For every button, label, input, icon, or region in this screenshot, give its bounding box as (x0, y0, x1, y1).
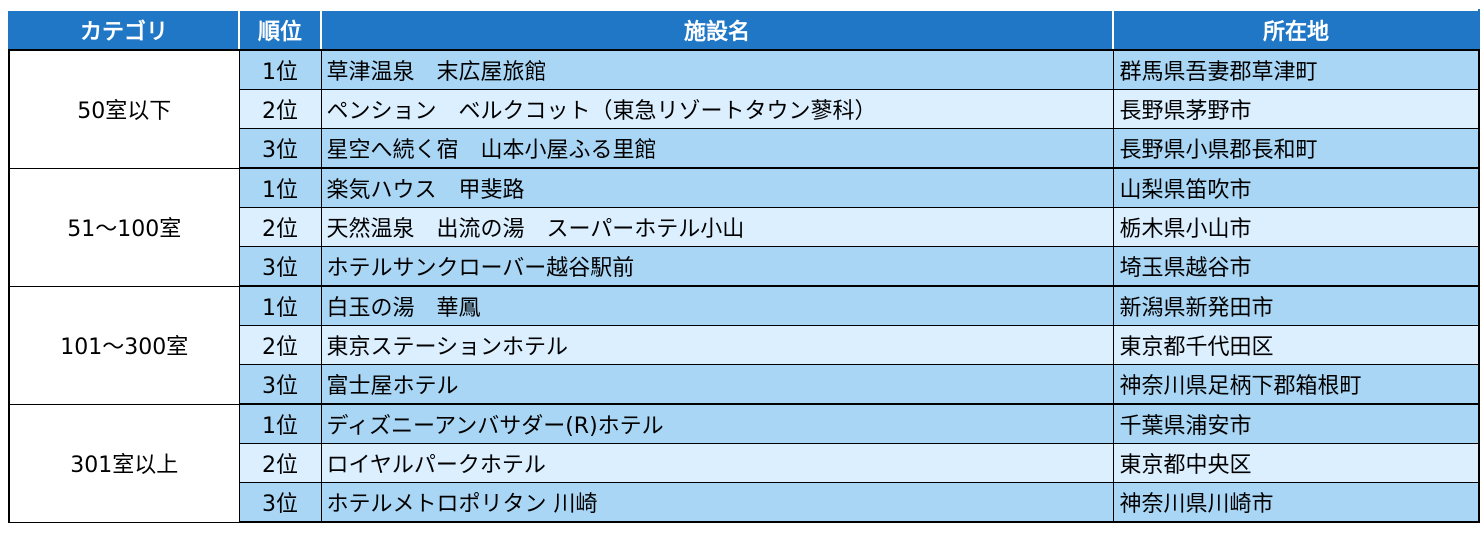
location-cell: 東京都千代田区 (1112, 325, 1480, 365)
location-cell: 長野県小県郡長和町 (1112, 128, 1480, 169)
location-cell: 神奈川県足柄下郡箱根町 (1112, 364, 1480, 405)
facility-name-cell: 楽気ハウス 甲斐路 (320, 167, 1114, 208)
location-cell: 新潟県新発田市 (1112, 285, 1480, 326)
rank-cell: 1位 (238, 49, 322, 90)
facility-name-cell: ロイヤルパークホテル (320, 443, 1114, 483)
facility-name-cell: 白玉の湯 華鳳 (320, 285, 1114, 326)
ranking-table: カテゴリ 順位 施設名 所在地 50室以下 1位 草津温泉 末広屋旅館 群馬県吾… (8, 9, 1480, 523)
table-row: 51～100室 1位 楽気ハウス 甲斐路 山梨県笛吹市 (8, 167, 1480, 287)
facility-name-cell: 星空へ続く宿 山本小屋ふる里館 (320, 128, 1114, 169)
location-cell: 千葉県浦安市 (1112, 403, 1480, 444)
header-location: 所在地 (1112, 9, 1480, 51)
header-category: カテゴリ (8, 9, 240, 51)
category-cell: 101～300室 (8, 285, 240, 405)
table-row: 301室以上 1位 ディズニーアンバサダー(R)ホテル 千葉県浦安市 (8, 403, 1480, 523)
location-cell: 群馬県吾妻郡草津町 (1112, 49, 1480, 90)
facility-name-cell: ディズニーアンバサダー(R)ホテル (320, 403, 1114, 444)
table-row: 2位 東京ステーションホテル 東京都千代田区 (9, 325, 1480, 365)
location-cell: 東京都中央区 (1112, 443, 1480, 483)
facility-name-cell: 東京ステーションホテル (320, 325, 1114, 365)
table-row: 2位 ペンション ベルクコット（東急リゾートタウン蓼科） 長野県茅野市 (9, 89, 1480, 129)
category-cell: 50室以下 (8, 49, 240, 169)
table-row: 101～300室 1位 白玉の湯 華鳳 新潟県新発田市 (8, 285, 1480, 405)
header-facility: 施設名 (320, 9, 1114, 51)
rank-cell: 3位 (238, 482, 322, 523)
location-cell: 埼玉県越谷市 (1112, 246, 1480, 287)
facility-name-cell: 富士屋ホテル (320, 364, 1114, 405)
rank-cell: 1位 (238, 403, 322, 444)
facility-name-cell: ホテルサンクローバー越谷駅前 (320, 246, 1114, 287)
table-row: 3位 ホテルサンクローバー越谷駅前 埼玉県越谷市 (9, 246, 1480, 287)
facility-name-cell: ペンション ベルクコット（東急リゾートタウン蓼科） (320, 89, 1114, 129)
rank-cell: 2位 (238, 89, 322, 129)
rank-cell: 2位 (238, 443, 322, 483)
rank-cell: 3位 (238, 128, 322, 169)
location-cell: 長野県茅野市 (1112, 89, 1480, 129)
facility-name-cell: 草津温泉 末広屋旅館 (320, 49, 1114, 90)
table-row: 2位 ロイヤルパークホテル 東京都中央区 (9, 443, 1480, 483)
ranking-table-container: カテゴリ 順位 施設名 所在地 50室以下 1位 草津温泉 末広屋旅館 群馬県吾… (8, 9, 1480, 523)
rank-cell: 2位 (238, 325, 322, 365)
table-row: 3位 富士屋ホテル 神奈川県足柄下郡箱根町 (9, 364, 1480, 405)
location-cell: 山梨県笛吹市 (1112, 167, 1480, 208)
category-cell: 51～100室 (8, 167, 240, 287)
table-row: 3位 星空へ続く宿 山本小屋ふる里館 長野県小県郡長和町 (9, 128, 1480, 169)
location-cell: 栃木県小山市 (1112, 207, 1480, 247)
header-rank: 順位 (238, 9, 322, 51)
table-row: 2位 天然温泉 出流の湯 スーパーホテル小山 栃木県小山市 (9, 207, 1480, 247)
rank-cell: 1位 (238, 285, 322, 326)
category-cell: 301室以上 (8, 403, 240, 523)
rank-cell: 1位 (238, 167, 322, 208)
table-row: 3位 ホテルメトロポリタン 川崎 神奈川県川崎市 (9, 482, 1480, 523)
rank-cell: 2位 (238, 207, 322, 247)
facility-name-cell: 天然温泉 出流の湯 スーパーホテル小山 (320, 207, 1114, 247)
rank-cell: 3位 (238, 246, 322, 287)
facility-name-cell: ホテルメトロポリタン 川崎 (320, 482, 1114, 523)
location-cell: 神奈川県川崎市 (1112, 482, 1480, 523)
rank-cell: 3位 (238, 364, 322, 405)
header-row: カテゴリ 順位 施設名 所在地 (8, 9, 1480, 51)
table-row: 50室以下 1位 草津温泉 末広屋旅館 群馬県吾妻郡草津町 (8, 49, 1480, 169)
